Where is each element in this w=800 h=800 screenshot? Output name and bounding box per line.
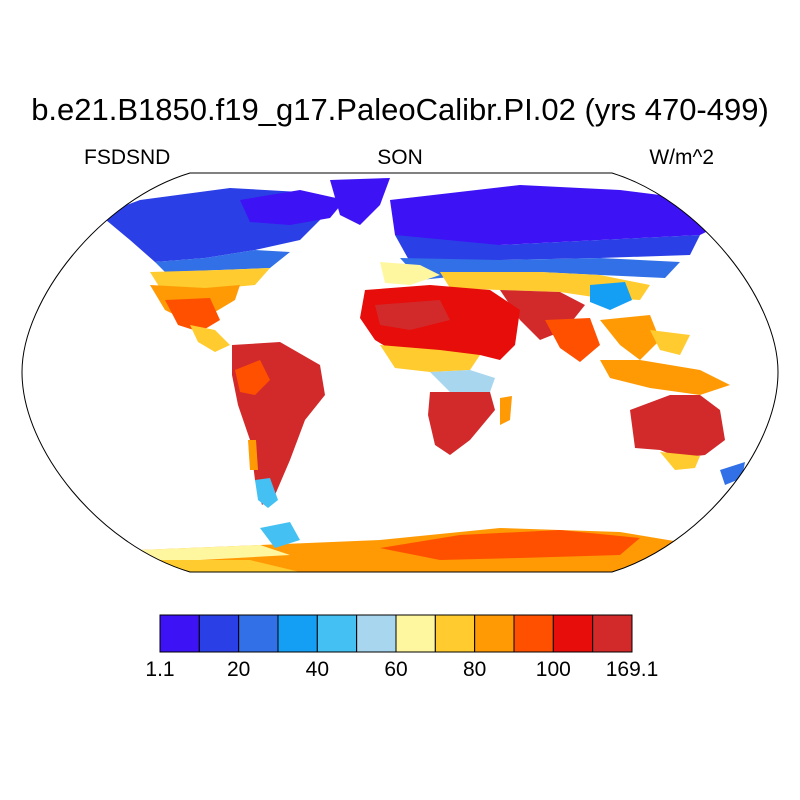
colorbar-tick-label: 40 (305, 658, 330, 681)
colorbar-swatch (513, 614, 554, 653)
units-label: W/m^2 (649, 146, 714, 169)
colorbar-swatch (356, 614, 397, 653)
australia (630, 395, 725, 470)
colorbar-tick-label: 100 (535, 658, 571, 681)
colorbar-swatch (159, 614, 200, 653)
colorbar-tick-label: 1.1 (145, 658, 175, 681)
colorbar-tick-label: 20 (226, 658, 251, 681)
colorbar-tick-label: 60 (384, 658, 408, 681)
colorbar-swatch (316, 614, 358, 653)
variable-name: FSDSND (84, 146, 171, 169)
eurasia (380, 185, 730, 362)
colorbar-swatch (198, 614, 240, 653)
map-border (21, 172, 779, 573)
colorbar-swatch (552, 614, 594, 653)
plot-title: b.e21.B1850.f19_g17.PaleoCalibr.PI.02 (y… (31, 92, 769, 127)
maritime-continent (600, 360, 730, 395)
land-field (100, 178, 745, 572)
colorbar-swatch (474, 614, 515, 653)
greenland (330, 178, 390, 225)
season-label: SON (377, 146, 423, 169)
colorbar-swatch (277, 614, 318, 653)
africa (360, 285, 520, 455)
colorbar-swatch (434, 614, 476, 653)
colorbar-tick-label: 80 (462, 658, 487, 681)
colorbar (159, 614, 633, 653)
colorbar-swatch (238, 614, 279, 653)
south-america (232, 342, 325, 508)
colorbar-tick-label: 169.1 (605, 658, 659, 681)
north-america (100, 188, 345, 352)
colorbar-swatch (592, 614, 633, 653)
colorbar-swatch (395, 614, 436, 653)
antarctica (120, 522, 700, 572)
